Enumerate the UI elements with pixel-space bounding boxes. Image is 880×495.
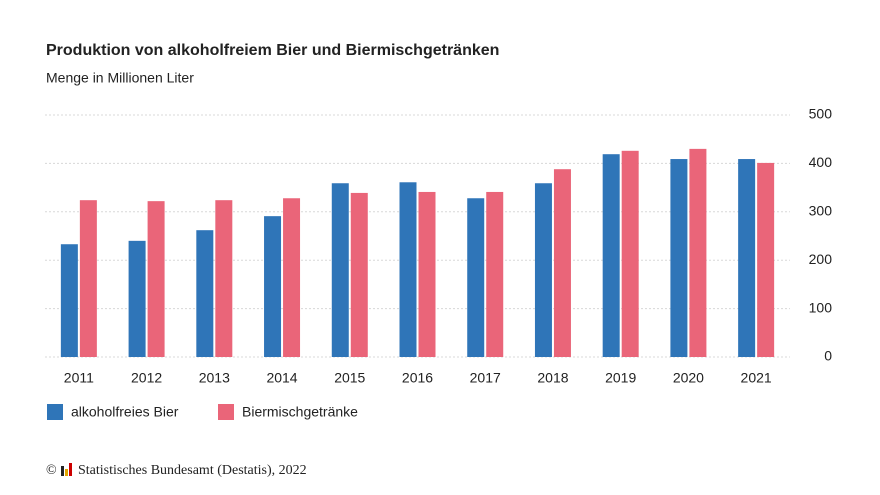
bar [128, 240, 146, 357]
x-tick-label: 2018 [537, 370, 568, 386]
logo [61, 463, 72, 476]
bar [264, 216, 282, 357]
chart-subtitle: Menge in Millionen Liter [46, 70, 194, 86]
x-tick-label: 2020 [673, 370, 704, 386]
bar [553, 169, 571, 357]
bar [215, 200, 233, 357]
y-tick-label: 400 [809, 154, 833, 170]
x-tick-label: 2015 [334, 370, 365, 386]
y-tick-label: 0 [824, 348, 832, 364]
x-tick-label: 2013 [199, 370, 230, 386]
bar [467, 198, 485, 357]
legend-swatch [47, 404, 63, 420]
x-tick-label: 2016 [402, 370, 433, 386]
bar [79, 200, 97, 357]
legend-swatch [218, 404, 234, 420]
y-tick-label: 100 [809, 299, 833, 315]
bar [196, 230, 214, 357]
chart-title: Produktion von alkoholfreiem Bier und Bi… [46, 42, 499, 59]
bar [757, 162, 775, 357]
bar [60, 244, 78, 357]
x-tick-label: 2017 [470, 370, 501, 386]
x-tick-label: 2011 [64, 370, 94, 386]
x-tick-label: 2021 [741, 370, 772, 386]
x-tick-label: 2014 [266, 370, 297, 386]
y-tick-label: 500 [809, 106, 833, 122]
bar [283, 198, 301, 357]
bar [689, 148, 707, 357]
bar [350, 192, 368, 357]
bar [331, 183, 349, 357]
bar [418, 191, 436, 357]
source: Statistisches Bundesamt (Destatis), 2022 [78, 463, 307, 478]
bar [486, 191, 504, 357]
x-tick-label: 2012 [131, 370, 162, 386]
legend-label: alkoholfreies Bier [71, 404, 179, 420]
bar [534, 183, 552, 357]
bar [670, 159, 688, 357]
legend-label: Biermischgetränke [242, 404, 358, 420]
bar [147, 201, 165, 357]
bar [602, 154, 620, 357]
y-tick-label: 300 [809, 203, 833, 219]
y-tick-label: 200 [809, 251, 833, 267]
x-tick-label: 2019 [605, 370, 636, 386]
bar [738, 159, 756, 357]
bar [399, 182, 417, 357]
copyright: © [46, 463, 57, 478]
bar [621, 150, 639, 357]
